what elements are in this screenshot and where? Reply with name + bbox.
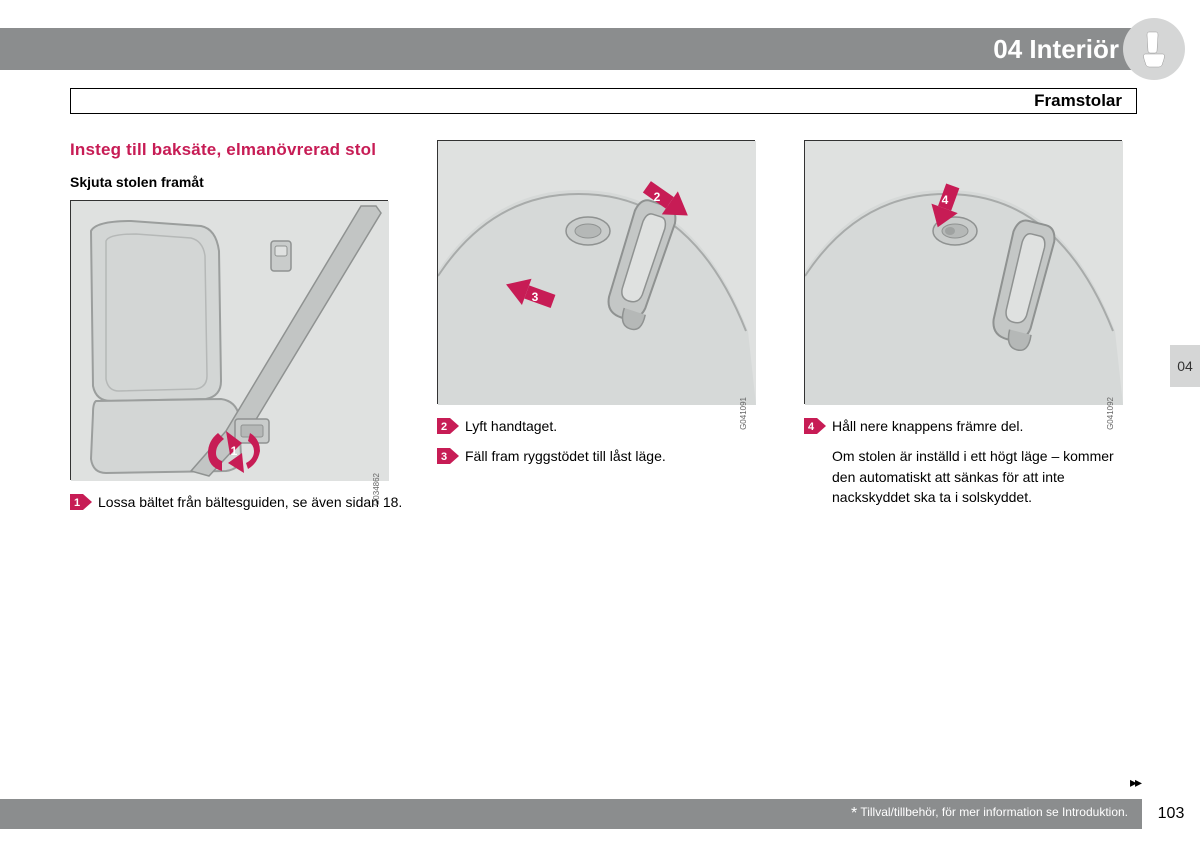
svg-text:1: 1 [231,444,238,458]
side-tab: 04 [1170,345,1200,387]
figure-1: 1 G034862 [70,200,388,480]
step-2: 2 Lyft handtaget. [437,416,770,436]
column-1: Insteg till baksäte, elmanövrerad stol S… [70,140,403,522]
svg-text:4: 4 [808,421,815,433]
step-marker-3: 3 [437,448,457,464]
step-2-text: Lyft handtaget. [465,416,557,436]
handle-lift-illustration: 2 3 [438,141,756,405]
step-3: 3 Fäll fram ryggstödet till låst läge. [437,446,770,466]
footer-note-text: Tillval/tillbehör, för mer information s… [860,805,1128,819]
button-press-illustration: 4 [805,141,1123,405]
footer-bar: * Tillval/tillbehör, för mer information… [0,799,1200,829]
subheader-box: Framstolar [70,88,1137,114]
seatbelt-illustration: 1 [71,201,389,481]
step-4-text: Håll nere knappens främre del. [832,416,1023,436]
column-2: 2 3 G041091 2 Lyft handtaget. [437,140,770,522]
svg-text:4: 4 [942,193,949,207]
step-marker-2: 2 [437,418,457,434]
section-title: Insteg till baksäte, elmanövrerad stol [70,140,403,160]
svg-text:3: 3 [441,451,447,463]
footer-note: * Tillval/tillbehör, för mer information… [851,805,1128,823]
figure-ref-2: G041091 [739,397,748,430]
step-3-text: Fäll fram ryggstödet till låst läge. [465,446,666,466]
subtitle: Skjuta stolen framåt [70,174,403,190]
svg-text:2: 2 [441,421,447,433]
asterisk-icon: * [851,805,857,822]
continue-icon: ▸▸ [1130,774,1140,791]
seat-icon [1139,29,1169,69]
step-marker-1: 1 [70,494,90,510]
side-tab-label: 04 [1177,358,1193,374]
figure-ref-1: G034862 [372,473,381,506]
figure-2: 2 3 G041091 [437,140,755,404]
svg-text:3: 3 [532,290,539,304]
step-4: 4 Håll nere knappens främre del. [804,416,1137,436]
figure-ref-3: G041092 [1106,397,1115,430]
svg-text:2: 2 [654,190,661,204]
step-1-text: Lossa bältet från bältesguiden, se även … [98,492,402,512]
column-3: 4 G041092 4 Håll nere knappens främre de… [804,140,1137,522]
content-area: Insteg till baksäte, elmanövrerad stol S… [70,140,1137,522]
step-marker-4: 4 [804,418,824,434]
header-bar: 04 Interiör [0,28,1137,70]
svg-text:1: 1 [74,497,80,509]
subheader-label: Framstolar [1034,91,1122,111]
step-1: 1 Lossa bältet från bältesguiden, se äve… [70,492,403,512]
column3-body: Om stolen är inställd i ett högt läge – … [804,446,1137,507]
page-number: 103 [1142,799,1200,829]
figure-3: 4 G041092 [804,140,1122,404]
header-icon-circle [1123,18,1185,80]
header-title: 04 Interiör [993,34,1119,65]
